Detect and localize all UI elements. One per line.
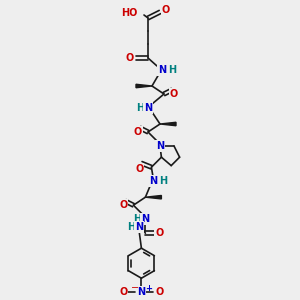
Text: N: N <box>141 214 149 224</box>
Text: +: + <box>146 284 152 293</box>
Text: N: N <box>149 176 158 186</box>
Text: H: H <box>136 103 144 113</box>
Text: N: N <box>156 141 164 151</box>
Text: O: O <box>162 5 170 15</box>
Text: H: H <box>168 65 176 75</box>
Text: O: O <box>126 53 134 63</box>
Text: O: O <box>155 287 164 297</box>
Text: O: O <box>119 200 128 210</box>
Text: N: N <box>137 287 146 297</box>
Text: O: O <box>119 287 128 297</box>
Text: O: O <box>135 164 143 174</box>
Text: −: − <box>131 283 140 293</box>
Text: H: H <box>127 222 136 232</box>
Text: H: H <box>159 176 167 186</box>
Text: HO: HO <box>122 8 138 18</box>
Text: N: N <box>158 65 166 75</box>
Text: N: N <box>144 103 152 113</box>
Text: O: O <box>155 228 164 238</box>
Polygon shape <box>160 122 176 126</box>
Text: O: O <box>170 89 178 99</box>
Text: O: O <box>134 127 142 137</box>
Text: N: N <box>135 222 143 232</box>
Polygon shape <box>146 196 161 199</box>
Text: H: H <box>133 214 142 224</box>
Polygon shape <box>136 84 152 88</box>
